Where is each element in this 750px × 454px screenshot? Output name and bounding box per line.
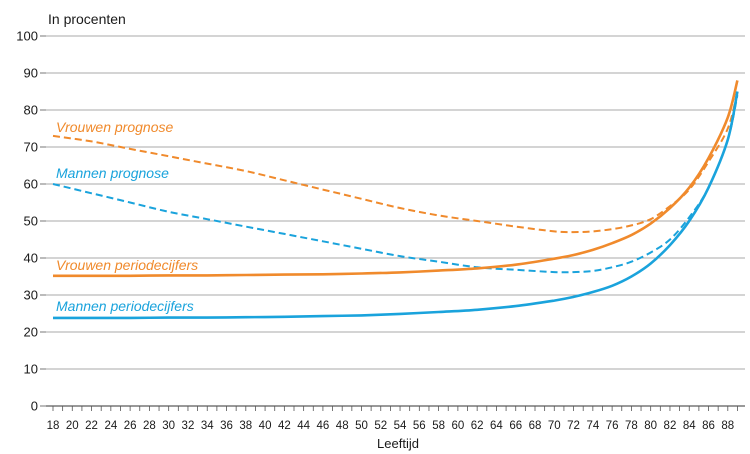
y-tick-label: 20 — [24, 325, 38, 340]
y-axis-ticks: 0 10 20 30 40 50 60 70 80 90 100 — [16, 29, 46, 414]
x-tick-label: 18 — [47, 420, 60, 432]
x-tick-label: 54 — [394, 420, 407, 432]
x-tick-label: 36 — [220, 420, 233, 432]
x-tick-label: 62 — [471, 420, 484, 432]
x-tick-label: 86 — [702, 420, 715, 432]
x-tick-label: 26 — [124, 420, 137, 432]
series-label: Mannen prognose — [56, 165, 169, 181]
y-tick-label: 40 — [24, 251, 38, 266]
x-tick-label: 32 — [182, 420, 195, 432]
series-lines — [52, 80, 739, 320]
x-tick-label: 70 — [548, 420, 561, 432]
x-tick-label: 28 — [143, 420, 156, 432]
series-label: Mannen periodecijfers — [56, 298, 194, 314]
x-tick-label: 66 — [509, 420, 522, 432]
x-tick-label: 22 — [85, 420, 98, 432]
y-tick-label: 0 — [31, 399, 38, 414]
series-labels: Vrouwen prognose Mannen prognose Vrouwen p… — [56, 119, 198, 314]
x-tick-label: 46 — [317, 420, 330, 432]
series-line-vrouwen-periodecijfers — [52, 80, 739, 278]
x-tick-label: 72 — [567, 420, 580, 432]
x-tick-label: 82 — [664, 420, 677, 432]
y-tick-label: 10 — [24, 362, 38, 377]
chart-title: In procenten — [48, 11, 126, 27]
x-tick-label: 58 — [432, 420, 445, 432]
series-label: Vrouwen periodecijfers — [56, 257, 198, 273]
x-axis-label: Leeftijd — [377, 436, 419, 451]
x-tick-label: 38 — [239, 420, 252, 432]
y-tick-label: 50 — [24, 214, 38, 229]
x-tick-label: 76 — [606, 420, 619, 432]
x-tick-label: 42 — [278, 420, 291, 432]
x-tick-label: 52 — [374, 420, 387, 432]
x-tick-label: 80 — [644, 420, 657, 432]
x-tick-label: 50 — [355, 420, 368, 432]
x-tick-label: 24 — [104, 420, 117, 432]
series-line-mannen-periodecijfers — [53, 91, 739, 320]
x-tick-label: 20 — [66, 420, 79, 432]
x-tick-label: 78 — [625, 420, 638, 432]
series-line-mannen-prognose — [52, 94, 739, 274]
y-tick-label: 90 — [24, 66, 38, 81]
y-tick-label: 100 — [16, 29, 38, 44]
x-tick-label: 30 — [162, 420, 175, 432]
y-tick-label: 30 — [24, 288, 38, 303]
x-tick-label: 68 — [529, 420, 542, 432]
x-tick-label: 88 — [721, 420, 734, 432]
series-line-vrouwen-prognose — [52, 91, 739, 234]
x-tick-label: 40 — [259, 420, 272, 432]
x-tick-label: 56 — [413, 420, 426, 432]
y-tick-label: 70 — [24, 140, 38, 155]
gridlines — [46, 35, 745, 370]
x-tick-label: 74 — [586, 420, 599, 432]
x-tick-label: 48 — [336, 420, 349, 432]
x-tick-label: 44 — [297, 420, 310, 432]
y-tick-label: 60 — [24, 177, 38, 192]
x-tick-label: 34 — [201, 420, 214, 432]
y-tick-label: 80 — [24, 103, 38, 118]
x-axis-ticks: 18 20 22 24 26 28 30 32 34 36 38 40 42 44 46 48 50 52 54 56… — [47, 406, 738, 432]
series-label: Vrouwen prognose — [56, 119, 173, 135]
x-tick-label: 60 — [451, 420, 464, 432]
x-tick-label: 64 — [490, 420, 503, 432]
x-tick-label: 84 — [683, 420, 696, 432]
